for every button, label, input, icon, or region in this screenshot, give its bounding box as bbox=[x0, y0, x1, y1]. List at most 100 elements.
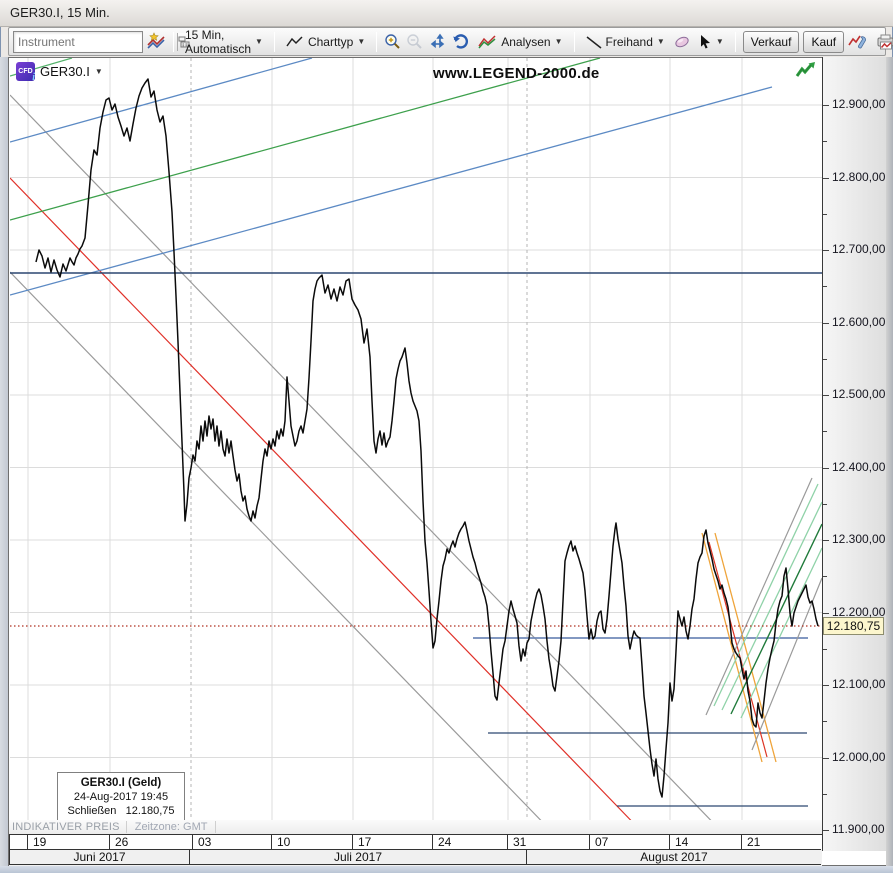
chart-plot-area[interactable] bbox=[8, 57, 888, 866]
symbol-selector[interactable]: CFD i GER30.I ▼ bbox=[16, 62, 103, 83]
verkauf-button[interactable]: Verkauf bbox=[742, 30, 800, 53]
toolbar-separator bbox=[376, 31, 378, 52]
instrument-input[interactable] bbox=[14, 34, 177, 49]
date-cell[interactable]: 21 bbox=[741, 835, 821, 850]
y-axis-major-tick bbox=[823, 757, 829, 759]
month-cell: August 2017 bbox=[526, 850, 821, 865]
toolbar-separator bbox=[734, 31, 736, 52]
interval-select[interactable]: 15 Min, Automatisch ▼ bbox=[181, 26, 267, 58]
kauf-button[interactable]: Kauf bbox=[803, 30, 845, 53]
window-bottom-frame bbox=[0, 866, 893, 873]
y-axis-minor-tick bbox=[823, 648, 827, 650]
info-close-label: Schließen bbox=[67, 805, 117, 817]
current-price-tag: 12.180,75 bbox=[823, 617, 884, 635]
freihand-label: Freihand bbox=[605, 34, 653, 49]
date-cell[interactable]: 31 bbox=[507, 835, 589, 850]
y-axis-major-tick bbox=[823, 250, 829, 251]
y-axis-minor-tick bbox=[823, 286, 827, 288]
info-datetime: 24-Aug-2017 19:45 bbox=[73, 791, 169, 803]
indicative-price-label: INDIKATIVER PREIS bbox=[9, 821, 127, 833]
y-axis-label: 12.300,00 bbox=[832, 532, 886, 546]
date-cell[interactable] bbox=[9, 835, 27, 850]
chevron-down-icon: ▼ bbox=[656, 37, 665, 46]
cursor-icon bbox=[700, 35, 710, 49]
y-axis-major-tick bbox=[823, 685, 829, 686]
y-axis-minor-tick bbox=[823, 721, 827, 723]
date-cell[interactable]: 10 bbox=[271, 835, 352, 850]
zoom-out-icon[interactable] bbox=[406, 32, 424, 52]
trendline-icon bbox=[586, 35, 601, 49]
window-left-frame bbox=[0, 57, 8, 873]
date-cell[interactable]: 19 bbox=[27, 835, 109, 850]
y-axis-minor-tick bbox=[823, 141, 827, 143]
indicative-price-strip: INDIKATIVER PREIS Zeitzone: GMT bbox=[9, 820, 822, 834]
trend-up-icon[interactable] bbox=[795, 61, 817, 86]
toolbar-separator bbox=[173, 31, 174, 52]
y-axis-minor-tick bbox=[823, 576, 827, 578]
y-axis-label: 12.500,00 bbox=[832, 387, 886, 401]
chevron-down-icon: ▼ bbox=[255, 37, 263, 46]
undo-icon[interactable] bbox=[451, 32, 470, 52]
window-right-edge bbox=[886, 57, 893, 866]
analysen-label: Analysen bbox=[501, 34, 551, 49]
y-axis-label: 12.700,00 bbox=[832, 242, 886, 256]
y-axis-major-tick bbox=[823, 612, 829, 614]
watermark: www.LEGEND-2000.de bbox=[433, 65, 600, 82]
y-axis-minor-tick bbox=[823, 503, 827, 505]
y-axis-label: 12.400,00 bbox=[832, 459, 886, 474]
date-cell[interactable]: 14 bbox=[669, 835, 741, 850]
y-axis-label: 12.200,00 bbox=[832, 604, 886, 619]
print-chart-icon bbox=[877, 34, 893, 50]
y-axis-minor-tick bbox=[823, 213, 827, 215]
y-axis-minor-tick bbox=[823, 793, 827, 795]
info-title: GER30.I (Geld) bbox=[80, 777, 162, 789]
info-close: Schließen 12.180,75 bbox=[60, 804, 182, 818]
month-axis-row: Juni 2017 Juli 2017 August 2017 bbox=[9, 850, 822, 866]
toolbar-separator bbox=[273, 31, 275, 52]
print-chart-menu[interactable]: ▼ bbox=[872, 31, 893, 52]
chart-settings-icon[interactable] bbox=[848, 32, 868, 52]
zoom-in-icon[interactable] bbox=[384, 32, 402, 52]
date-axis-row[interactable]: 19 26 03 10 17 24 31 07 14 21 bbox=[9, 834, 822, 851]
add-chart-icon[interactable] bbox=[147, 32, 166, 52]
toolbar-separator bbox=[573, 31, 575, 52]
cfd-instrument-icon: CFD i bbox=[16, 62, 35, 83]
window-title: GER30.I, 15 Min. bbox=[10, 5, 110, 20]
pan-icon[interactable] bbox=[428, 32, 447, 52]
title-bar: GER30.I, 15 Min. bbox=[0, 0, 893, 27]
analysen-menu[interactable]: Analysen ▼ bbox=[474, 32, 566, 51]
y-axis-major-tick bbox=[823, 830, 829, 831]
date-cell[interactable]: 26 bbox=[109, 835, 192, 850]
chevron-down-icon: ▼ bbox=[554, 37, 563, 46]
y-axis-major-tick bbox=[823, 540, 829, 541]
chevron-down-icon[interactable]: ▼ bbox=[94, 67, 103, 76]
month-cell: Juni 2017 bbox=[9, 850, 189, 865]
y-axis-minor-tick bbox=[823, 358, 827, 360]
date-cell[interactable]: 03 bbox=[192, 835, 271, 850]
chevron-down-icon: ▼ bbox=[357, 37, 366, 46]
plot-right-border bbox=[822, 57, 823, 851]
y-axis-label: 12.800,00 bbox=[832, 169, 886, 184]
cursor-tool[interactable]: ▼ bbox=[695, 32, 728, 51]
timezone-label: Zeitzone: GMT bbox=[127, 821, 217, 833]
price-axis[interactable]: 12.180,75 12.900,00 12.800,00 12.700,00 12.… bbox=[823, 57, 886, 851]
date-cell[interactable]: 24 bbox=[432, 835, 507, 850]
charttype-select[interactable]: Charttyp ▼ bbox=[282, 33, 369, 51]
y-axis-label: 12.000,00 bbox=[832, 749, 886, 764]
interval-label: 15 Min, Automatisch bbox=[185, 27, 252, 56]
y-axis-minor-tick bbox=[823, 431, 827, 433]
y-axis-major-tick bbox=[823, 177, 829, 179]
y-axis-major-tick bbox=[823, 105, 829, 106]
chevron-down-icon: ▼ bbox=[715, 37, 724, 46]
instrument-list-icon[interactable] bbox=[177, 32, 190, 51]
instrument-search[interactable] bbox=[13, 30, 190, 53]
y-axis-label: 12.100,00 bbox=[832, 677, 886, 691]
month-cell: Juli 2017 bbox=[189, 850, 526, 865]
eraser-icon[interactable] bbox=[673, 32, 691, 52]
info-close-value: 12.180,75 bbox=[125, 805, 175, 817]
date-cell[interactable]: 17 bbox=[352, 835, 432, 850]
freihand-menu[interactable]: Freihand ▼ bbox=[582, 33, 669, 51]
price-info-box: GER30.I (Geld) 24-Aug-2017 19:45 Schließ… bbox=[57, 772, 185, 822]
date-cell[interactable]: 07 bbox=[589, 835, 669, 850]
